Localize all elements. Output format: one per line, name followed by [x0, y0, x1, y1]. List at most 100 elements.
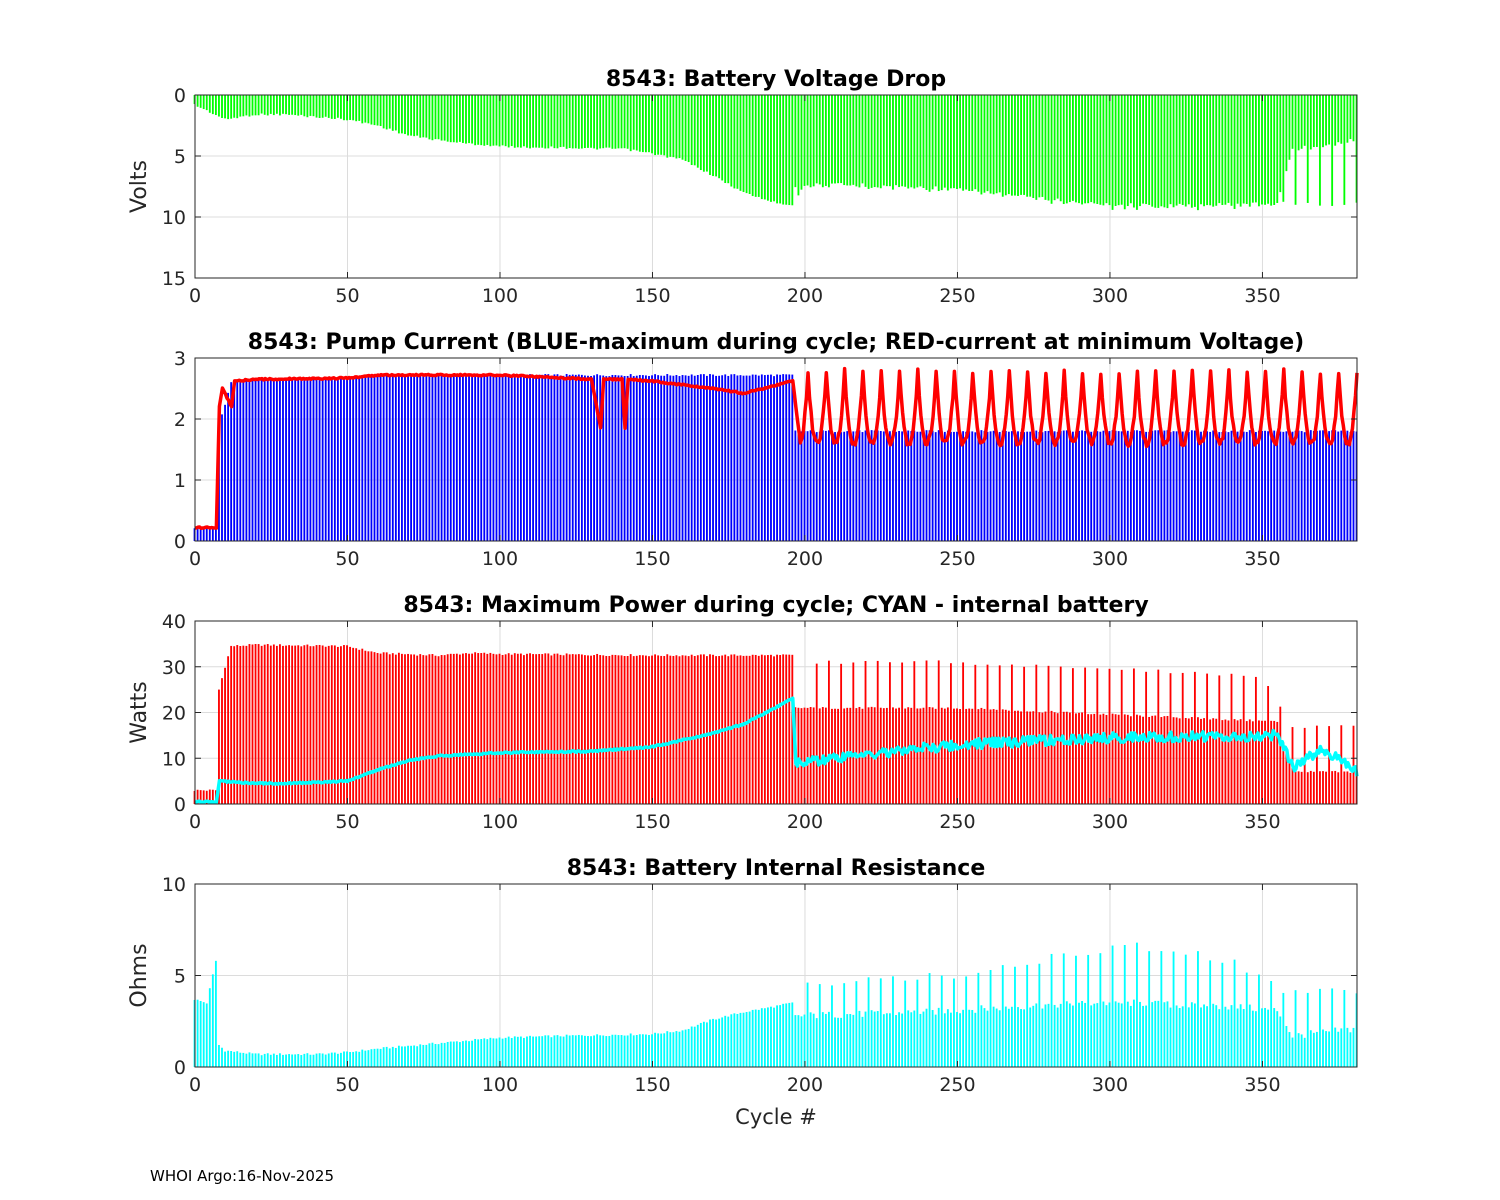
bar [1236, 431, 1239, 541]
bar [617, 95, 620, 149]
bar [309, 1054, 312, 1067]
bar [1319, 988, 1321, 1067]
bar [800, 95, 803, 190]
bar [407, 1045, 409, 1067]
bar [556, 653, 559, 804]
bar [355, 648, 358, 804]
bar [437, 656, 440, 804]
bar [1236, 1008, 1239, 1067]
bar [462, 653, 464, 804]
bar [516, 374, 519, 541]
bar [828, 95, 830, 188]
bar [953, 431, 955, 541]
bar [1157, 430, 1160, 541]
bar [452, 653, 455, 804]
bar [367, 95, 370, 124]
bar [754, 95, 757, 197]
bar [382, 1047, 385, 1067]
x-tick-label: 50 [335, 1074, 359, 1096]
bar [388, 654, 391, 804]
bar [297, 95, 300, 116]
bar [1166, 430, 1169, 541]
bar [837, 1017, 839, 1067]
bar [269, 1054, 272, 1067]
x-tick-label: 250 [939, 1074, 975, 1096]
bar [1303, 95, 1306, 146]
bar [931, 707, 934, 804]
bar [306, 95, 309, 118]
bar [1056, 432, 1059, 541]
bar [315, 377, 318, 541]
bar [599, 375, 602, 541]
bar [1300, 771, 1303, 804]
bar [1203, 430, 1205, 541]
bar [925, 430, 928, 541]
bar [773, 1007, 775, 1067]
bar [1352, 1027, 1355, 1067]
bar [1233, 95, 1236, 209]
bar [1081, 430, 1083, 541]
bar [946, 95, 949, 191]
bar [773, 95, 775, 202]
bar [800, 708, 803, 804]
bar [1081, 1001, 1083, 1067]
bar [248, 379, 251, 541]
bar [1136, 942, 1138, 1067]
bar [901, 1013, 904, 1067]
bar [696, 95, 699, 168]
bar [681, 95, 684, 160]
bar [767, 1007, 769, 1067]
bar [1026, 964, 1029, 1067]
bar [648, 1035, 650, 1067]
bar [1087, 95, 1090, 204]
bar [666, 374, 669, 541]
bar [1184, 954, 1187, 1067]
bar [885, 95, 888, 187]
bar [791, 1002, 794, 1067]
bar [382, 374, 385, 541]
bar [544, 1035, 547, 1067]
bar [446, 374, 449, 541]
bar [562, 655, 565, 804]
bar [852, 431, 855, 541]
bar [1181, 95, 1184, 205]
bar [718, 95, 721, 179]
bar [443, 1042, 446, 1067]
bar [553, 95, 556, 149]
bar [950, 431, 952, 541]
bar [879, 95, 882, 189]
bar [397, 1045, 400, 1067]
bar [224, 95, 226, 119]
bar [654, 654, 656, 804]
bar [1352, 725, 1355, 804]
bar [1023, 666, 1026, 804]
bar [843, 983, 846, 1067]
bar [849, 431, 852, 541]
bar [635, 95, 638, 151]
bar [1059, 1003, 1062, 1067]
bar [285, 95, 287, 115]
bar [1068, 712, 1071, 804]
bar [1010, 1006, 1013, 1067]
bar [1297, 771, 1300, 804]
bar [956, 431, 958, 541]
bar [535, 654, 538, 804]
y-tick-label: 0 [174, 1057, 186, 1079]
bar [1090, 714, 1093, 804]
bar [614, 654, 617, 804]
bar [1319, 95, 1321, 206]
bar [1032, 1005, 1035, 1067]
x-tick-label: 250 [939, 548, 975, 570]
bar [538, 1036, 541, 1067]
bar [1270, 720, 1273, 804]
bar [1093, 95, 1096, 204]
bar [492, 653, 495, 804]
bar [538, 374, 541, 541]
bar [641, 375, 644, 541]
bar [489, 1037, 492, 1067]
bar [1300, 431, 1303, 541]
bar [699, 1022, 702, 1067]
bar [821, 95, 824, 188]
bar [1200, 718, 1202, 804]
bar [205, 95, 208, 111]
